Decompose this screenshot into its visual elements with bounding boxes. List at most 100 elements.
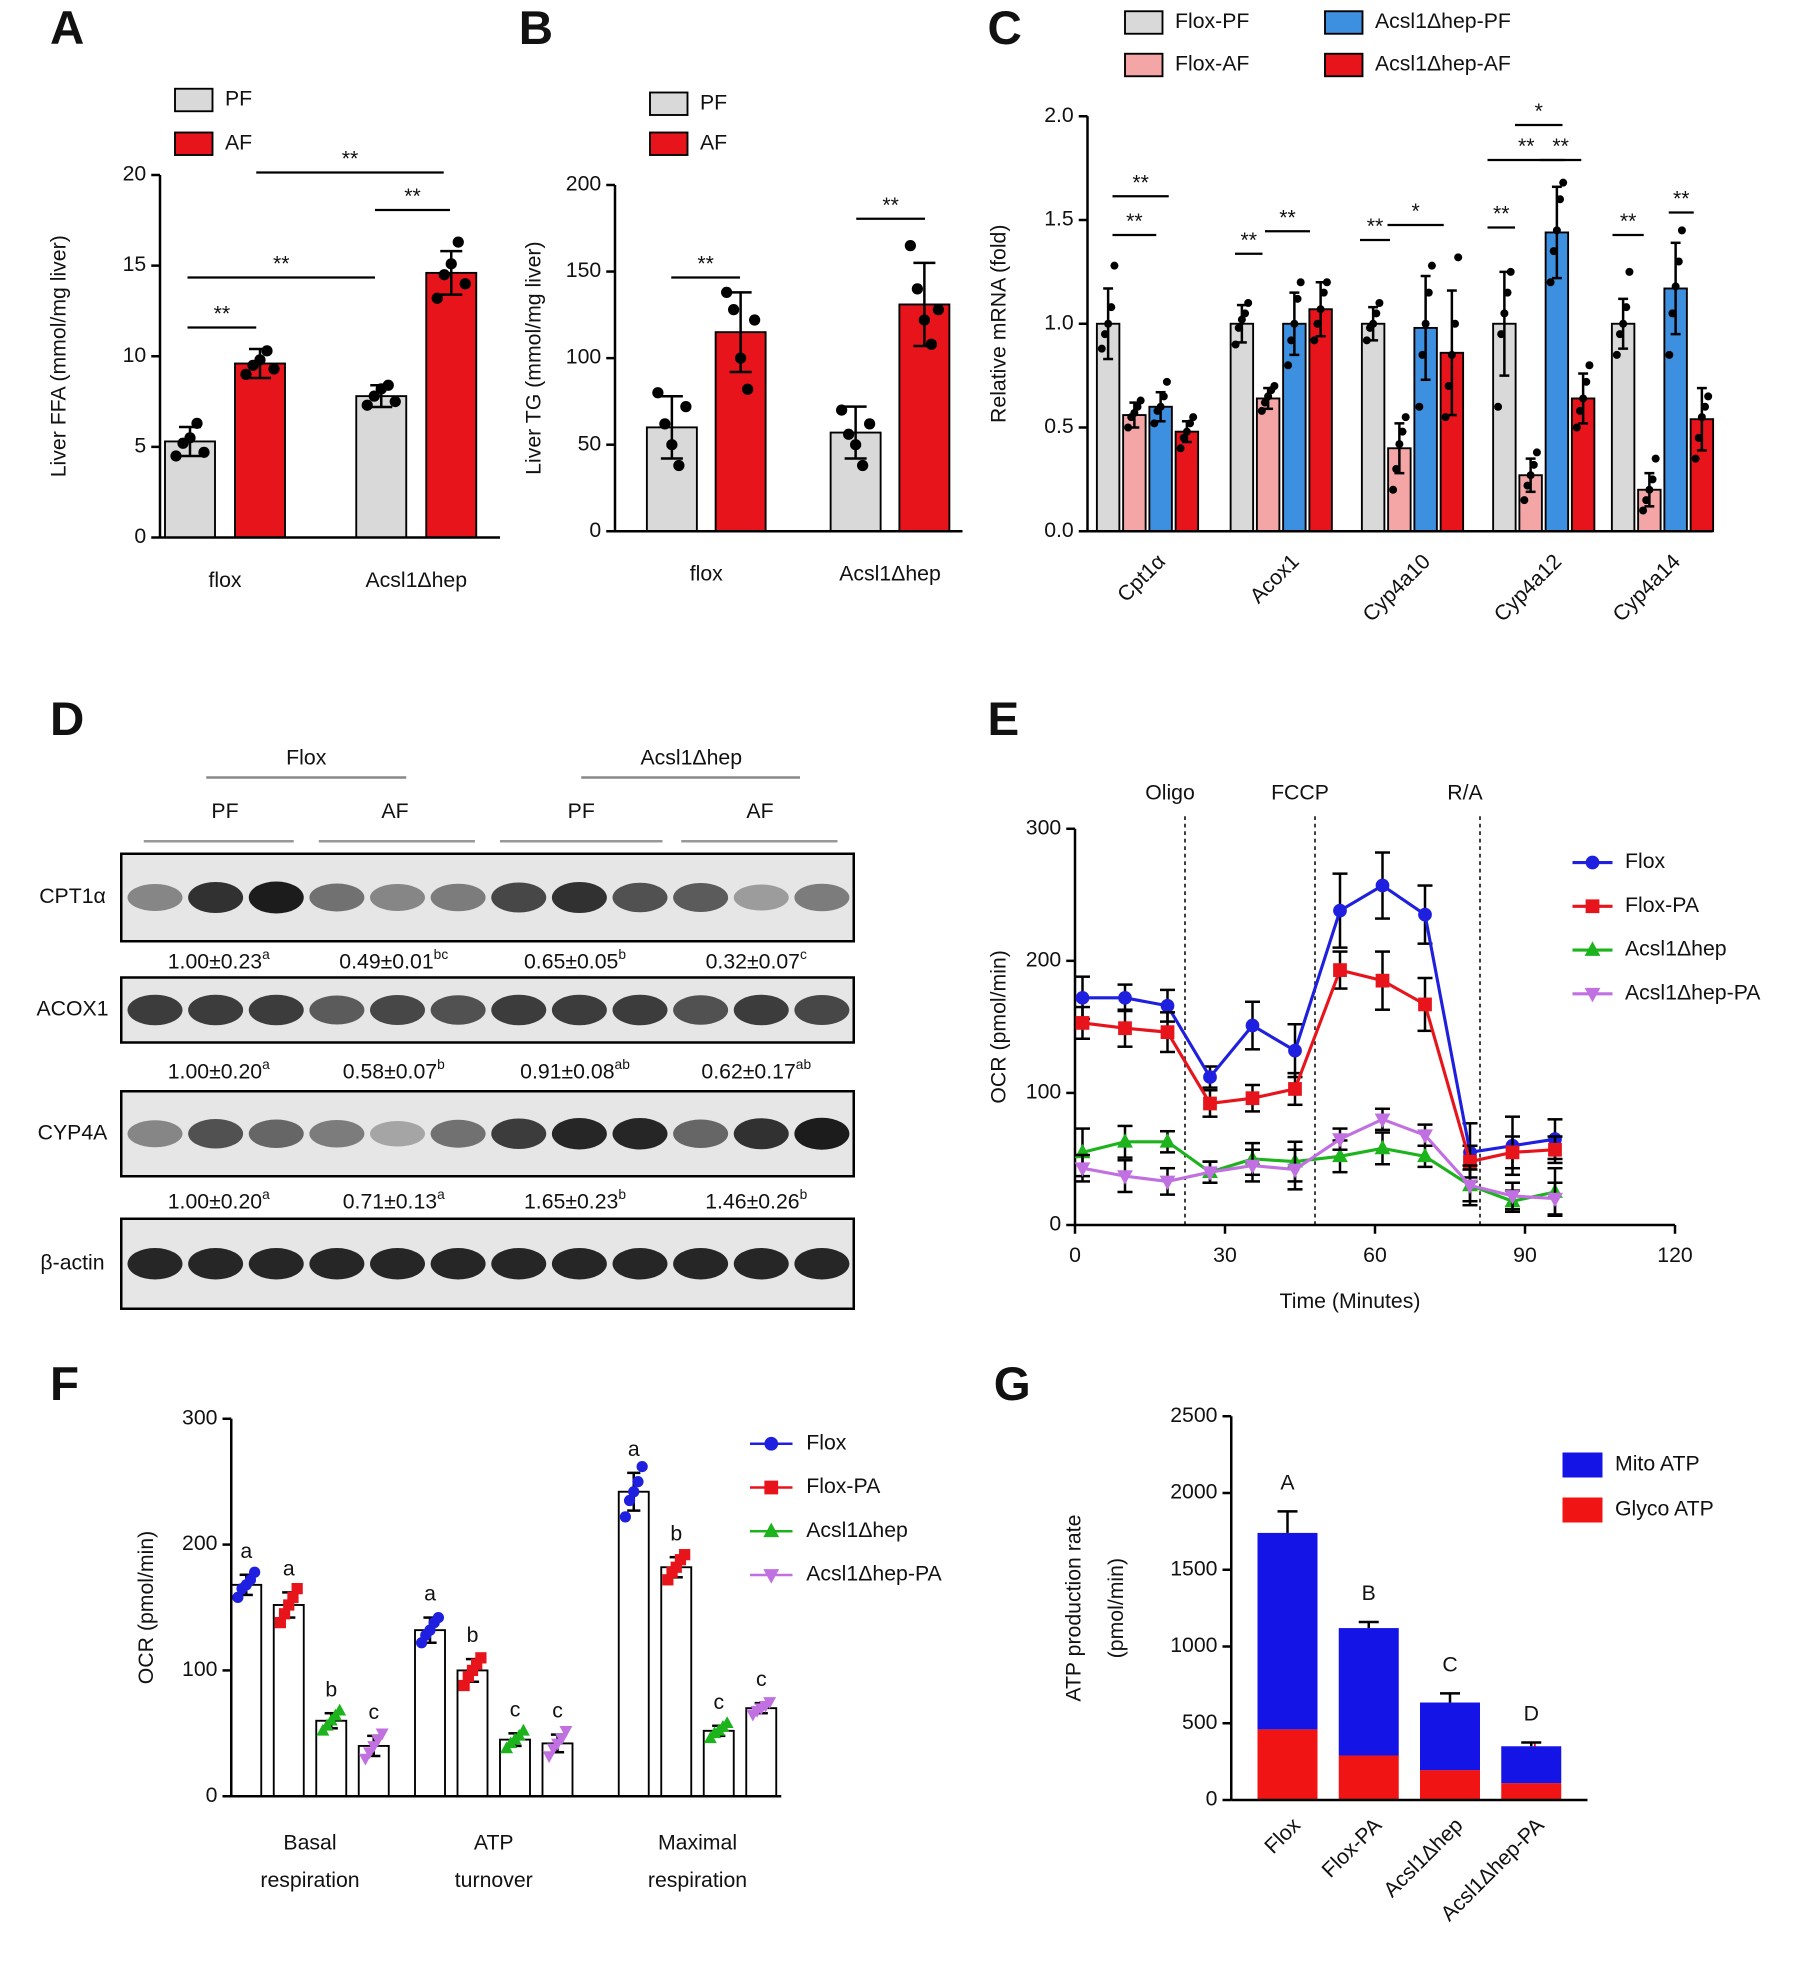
injection-label: FCCP <box>1271 780 1329 804</box>
data-point <box>1427 261 1436 270</box>
bar-segment <box>1338 1755 1399 1800</box>
significance-label: ** <box>1279 205 1296 229</box>
legend-label: PF <box>700 90 727 114</box>
quantification: 0.65±0.05b <box>524 947 626 973</box>
data-point <box>918 314 930 326</box>
legend-swatch <box>1562 1452 1603 1478</box>
group-letter: D <box>1524 1702 1539 1726</box>
data-point <box>1674 257 1683 266</box>
data-point <box>1421 319 1430 328</box>
legend-label: Acsl1Δhep-PA <box>806 1562 942 1586</box>
quant-letter: b <box>437 1057 445 1072</box>
legend-label: Flox <box>806 1430 847 1454</box>
data-point <box>438 269 450 281</box>
data-point <box>1454 253 1463 262</box>
x-tick-label: Acsl1Δhep <box>365 568 467 592</box>
data-point <box>1075 990 1090 1005</box>
subgroup-label: AF <box>381 799 408 823</box>
data-point <box>619 1511 631 1523</box>
blot-band <box>794 1248 850 1280</box>
bar <box>1255 397 1281 533</box>
y-tick-label: 100 <box>182 1657 217 1681</box>
data-point <box>1107 303 1116 312</box>
data-point <box>1547 1192 1563 1208</box>
data-point <box>459 278 471 290</box>
quant-value: 1.46±0.26 <box>705 1189 799 1213</box>
data-point <box>1156 402 1165 411</box>
legend-swatch <box>1562 1497 1603 1523</box>
data-point <box>1523 481 1532 490</box>
y-tick-label: 15 <box>123 252 147 276</box>
bar-segment <box>1338 1628 1399 1756</box>
data-point <box>268 363 280 375</box>
data-point <box>673 459 685 472</box>
data-point <box>1444 381 1453 390</box>
y-tick-label: 2500 <box>1170 1403 1217 1427</box>
row-label: ACOX1 <box>36 997 108 1021</box>
significance-label: ** <box>214 302 231 326</box>
x-tick-label: 120 <box>1657 1243 1692 1267</box>
legend-swatch <box>649 131 689 156</box>
blot-band <box>309 995 365 1025</box>
data-point <box>1575 406 1584 415</box>
data-point <box>843 428 855 440</box>
y-tick-label: 300 <box>182 1405 217 1429</box>
y-tick-label: 500 <box>1182 1710 1217 1734</box>
quant-letter: ab <box>796 1057 812 1072</box>
data-point <box>249 1566 261 1578</box>
data-point <box>1418 997 1432 1012</box>
data-point <box>1159 392 1168 401</box>
y-tick-label: 0 <box>1206 1787 1218 1811</box>
data-point <box>1310 336 1319 345</box>
data-point <box>652 387 664 399</box>
x-tick-label: Basal <box>283 1830 336 1854</box>
data-point <box>680 400 692 413</box>
x-tick-label: flox <box>208 568 241 592</box>
blot-band <box>430 995 486 1025</box>
y-tick-label: 1.5 <box>1044 207 1074 231</box>
data-point <box>1136 396 1145 405</box>
quantification: 1.65±0.23b <box>524 1187 626 1213</box>
data-point <box>1159 1175 1176 1191</box>
blot-band <box>127 1120 183 1148</box>
data-point <box>1417 1147 1433 1163</box>
quantification: 0.71±0.13a <box>343 1187 445 1213</box>
bar <box>425 271 478 539</box>
x-tick-label: Acsl1Δhep <box>839 562 941 586</box>
legend-marker <box>1585 899 1600 914</box>
blot-band <box>733 994 789 1026</box>
legend-marker <box>1584 987 1601 1003</box>
data-point <box>836 404 848 416</box>
bar <box>414 1629 446 1798</box>
data-point <box>1117 1170 1133 1185</box>
bar <box>272 1604 305 1798</box>
data-point <box>1526 471 1535 480</box>
y-tick-label: 100 <box>566 345 601 369</box>
bar <box>234 362 286 539</box>
blot-band <box>188 1119 244 1149</box>
quant-value: 1.65±0.23 <box>524 1189 618 1213</box>
blot-band <box>551 1118 607 1150</box>
blot-band <box>673 1248 729 1280</box>
data-point <box>1160 998 1175 1013</box>
quant-letter: b <box>618 1187 626 1202</box>
data-point <box>1372 309 1381 318</box>
legend-label: Flox-AF <box>1175 52 1249 76</box>
y-tick-label: 0.0 <box>1044 518 1074 542</box>
panel-label: G <box>994 1358 1031 1411</box>
x-tick-label: flox <box>690 562 723 586</box>
data-point <box>1288 1082 1302 1096</box>
significance-label: ** <box>273 252 290 276</box>
quantification: 1.00±0.20a <box>168 1187 270 1213</box>
data-point <box>198 446 210 458</box>
y-tick-label: 10 <box>123 343 147 367</box>
legend-label: Mito ATP <box>1615 1452 1700 1476</box>
y-axis-label: (pmol/min) <box>1104 1558 1128 1658</box>
data-point <box>1118 990 1132 1005</box>
quantification: 0.32±0.07c <box>706 947 807 973</box>
data-point <box>452 236 464 248</box>
data-point <box>184 432 196 444</box>
quant-value: 0.58±0.07 <box>343 1059 437 1083</box>
group-letter: c <box>552 1699 563 1723</box>
blot-band <box>794 883 850 912</box>
